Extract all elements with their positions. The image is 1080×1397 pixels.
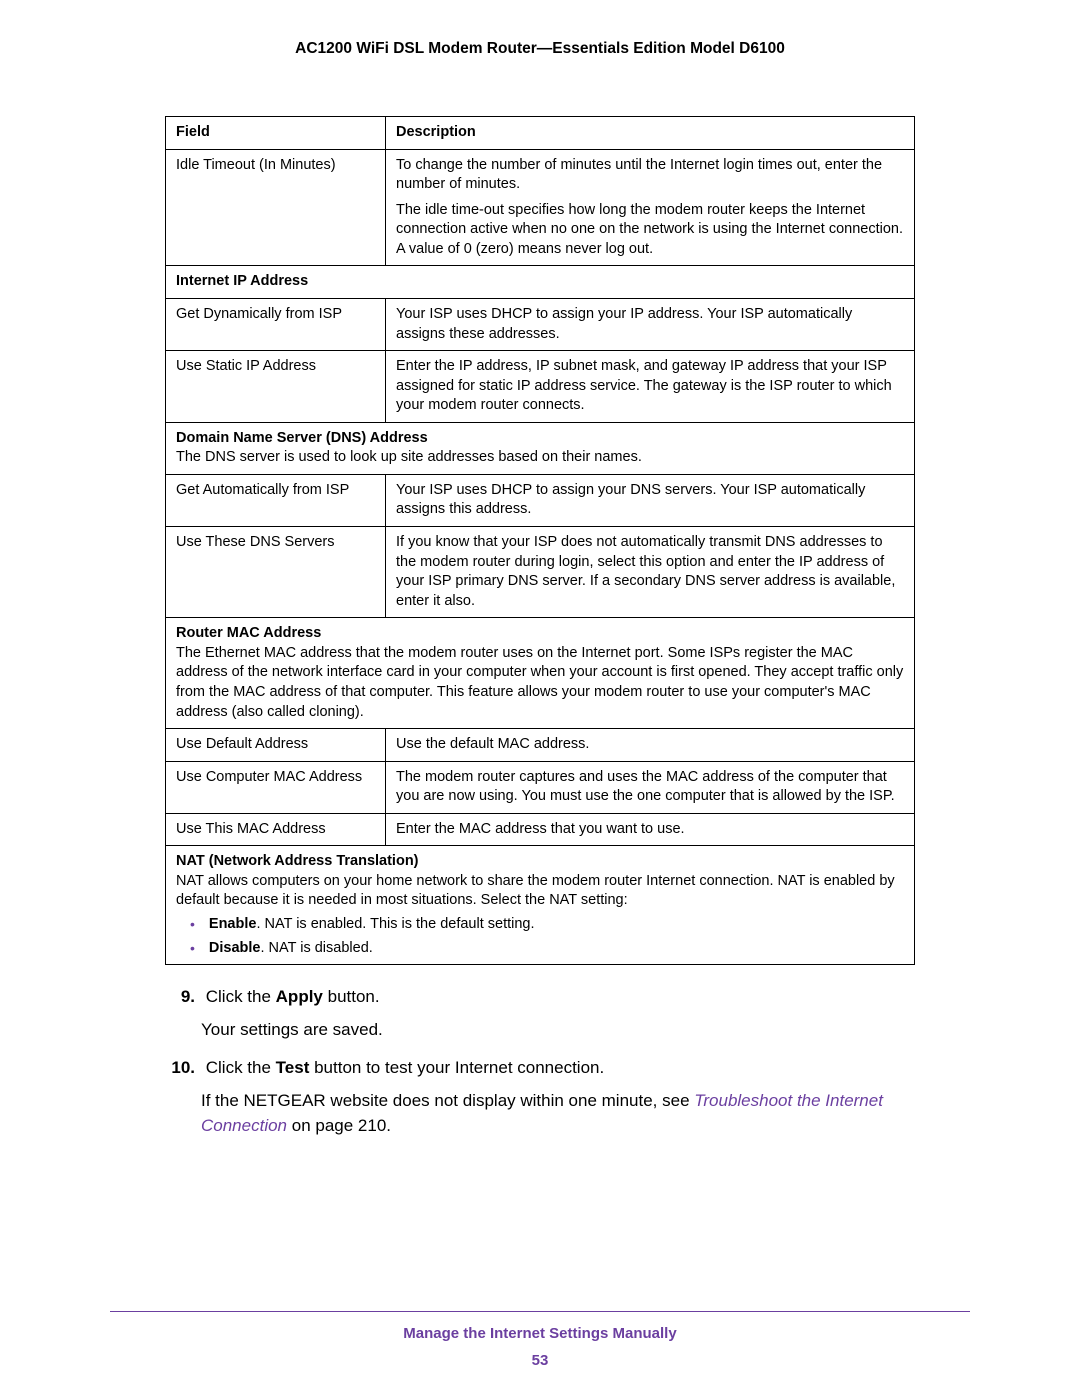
step-text: Click the [206, 1058, 276, 1077]
page-number: 53 [0, 1352, 1080, 1369]
section-cell: Internet IP Address [166, 266, 915, 299]
table-row: Get Automatically from ISP Your ISP uses… [166, 474, 915, 526]
section-row: Domain Name Server (DNS) Address The DNS… [166, 422, 915, 474]
bullet-bold: Enable [209, 916, 257, 932]
footer-rule [110, 1311, 970, 1312]
table-header-row: Field Description [166, 117, 915, 150]
nat-section-row: NAT (Network Address Translation) NAT al… [166, 846, 915, 965]
section-title: Router MAC Address [176, 625, 321, 641]
field-cell: Use These DNS Servers [166, 527, 386, 618]
bullet-tail: . NAT is enabled. This is the default se… [256, 916, 534, 932]
step-body: Click the Test button to test your Inter… [206, 1056, 906, 1081]
field-cell: Use Default Address [166, 729, 386, 762]
document-title: AC1200 WiFi DSL Modem Router—Essentials … [165, 40, 915, 58]
step-text: button to test your Internet connection. [309, 1058, 604, 1077]
section-title: Internet IP Address [176, 273, 308, 289]
steps-list: 9. Click the Apply button. Your settings… [165, 985, 915, 1138]
header-description: Description [386, 117, 915, 150]
step-text: button. [323, 987, 380, 1006]
table-row: Use Static IP Address Enter the IP addre… [166, 351, 915, 423]
section-title: Domain Name Server (DNS) Address [176, 430, 428, 446]
table-row: Get Dynamically from ISP Your ISP uses D… [166, 298, 915, 350]
step-10-follow: If the NETGEAR website does not display … [201, 1089, 915, 1138]
field-cell: Use This MAC Address [166, 813, 386, 846]
footer-section-title: Manage the Internet Settings Manually [0, 1325, 1080, 1342]
step-number: 9. [165, 985, 195, 1010]
field-cell: Get Dynamically from ISP [166, 298, 386, 350]
section-cell: Router MAC Address The Ethernet MAC addr… [166, 618, 915, 729]
table-row: Use These DNS Servers If you know that y… [166, 527, 915, 618]
bullet-bold: Disable [209, 940, 261, 956]
desc-cell: If you know that your ISP does not autom… [386, 527, 915, 618]
desc-text: The idle time-out specifies how long the… [396, 201, 904, 260]
section-title: NAT (Network Address Translation) [176, 853, 419, 869]
field-cell: Idle Timeout (In Minutes) [166, 149, 386, 266]
bullet-tail: . NAT is disabled. [261, 940, 373, 956]
desc-cell: Your ISP uses DHCP to assign your IP add… [386, 298, 915, 350]
field-cell: Use Computer MAC Address [166, 761, 386, 813]
section-row: Internet IP Address [166, 266, 915, 299]
nat-cell: NAT (Network Address Translation) NAT al… [166, 846, 915, 965]
step-9-follow: Your settings are saved. [201, 1018, 915, 1043]
step-text: Click the [206, 987, 276, 1006]
desc-cell: Your ISP uses DHCP to assign your DNS se… [386, 474, 915, 526]
step-text: If the NETGEAR website does not display … [201, 1091, 694, 1110]
step-10: 10. Click the Test button to test your I… [165, 1056, 915, 1081]
section-body: The DNS server is used to look up site a… [176, 449, 642, 465]
step-number: 10. [165, 1056, 195, 1081]
bullet-item: • Enable. NAT is enabled. This is the de… [190, 915, 904, 935]
table-row: Use Computer MAC Address The modem route… [166, 761, 915, 813]
bullet-icon: • [190, 915, 195, 934]
settings-table: Field Description Idle Timeout (In Minut… [165, 116, 915, 965]
section-row: Router MAC Address The Ethernet MAC addr… [166, 618, 915, 729]
bullet-item: • Disable. NAT is disabled. [190, 939, 904, 959]
bullet-text: Enable. NAT is enabled. This is the defa… [209, 915, 904, 935]
step-9: 9. Click the Apply button. [165, 985, 915, 1010]
page-content: AC1200 WiFi DSL Modem Router—Essentials … [0, 0, 1080, 1138]
bullet-text: Disable. NAT is disabled. [209, 939, 904, 959]
section-body: NAT allows computers on your home networ… [176, 873, 895, 909]
step-body: Click the Apply button. [206, 985, 906, 1010]
step-bold: Apply [276, 987, 323, 1006]
header-field: Field [166, 117, 386, 150]
field-cell: Get Automatically from ISP [166, 474, 386, 526]
step-bold: Test [276, 1058, 310, 1077]
bullet-icon: • [190, 939, 195, 958]
desc-cell: Enter the MAC address that you want to u… [386, 813, 915, 846]
field-cell: Use Static IP Address [166, 351, 386, 423]
desc-cell: Use the default MAC address. [386, 729, 915, 762]
table-row: Use This MAC Address Enter the MAC addre… [166, 813, 915, 846]
desc-text: To change the number of minutes until th… [396, 157, 882, 193]
section-cell: Domain Name Server (DNS) Address The DNS… [166, 422, 915, 474]
section-body: The Ethernet MAC address that the modem … [176, 645, 903, 720]
step-text: on page 210. [287, 1116, 391, 1135]
desc-cell: The modem router captures and uses the M… [386, 761, 915, 813]
desc-cell: To change the number of minutes until th… [386, 149, 915, 266]
table-row: Use Default Address Use the default MAC … [166, 729, 915, 762]
table-row: Idle Timeout (In Minutes) To change the … [166, 149, 915, 266]
desc-cell: Enter the IP address, IP subnet mask, an… [386, 351, 915, 423]
